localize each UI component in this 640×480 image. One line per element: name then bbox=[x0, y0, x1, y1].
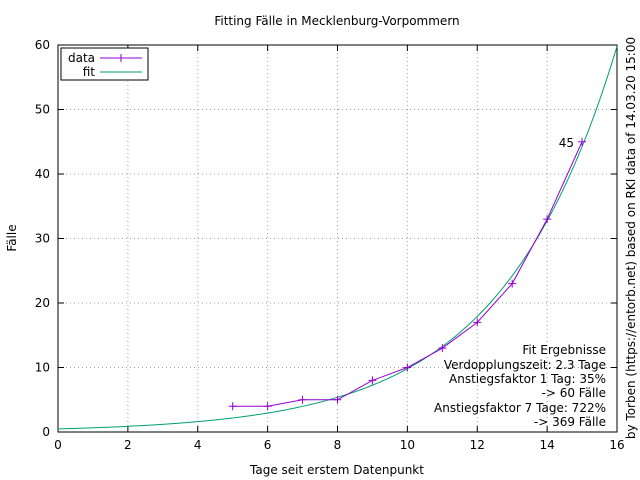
data-point bbox=[508, 279, 517, 288]
x-tick-label: 10 bbox=[400, 438, 415, 452]
data-point bbox=[438, 344, 447, 353]
data-point bbox=[578, 137, 587, 146]
x-axis-label: Tage seit erstem Datenpunkt bbox=[249, 463, 424, 477]
data-point bbox=[333, 395, 342, 404]
fit-results: Fit Ergebnisse Verdopplungszeit: 2.3 Tag… bbox=[434, 343, 606, 429]
fit-results-line: Anstiegsfaktor 1 Tag: 35% bbox=[449, 372, 606, 386]
x-tick-label: 4 bbox=[194, 438, 202, 452]
legend-label-data: data bbox=[68, 51, 95, 65]
y-tick-label: 50 bbox=[35, 103, 50, 117]
series-layer bbox=[57, 46, 618, 430]
fit-results-line: Fit Ergebnisse bbox=[522, 343, 606, 357]
data-point bbox=[263, 402, 272, 411]
data-point bbox=[473, 318, 482, 327]
legend-label-fit: fit bbox=[83, 65, 96, 79]
axis-ticks: 0 2 4 6 8 10 12 14 16 0 10 20 30 40 50 60 bbox=[35, 38, 625, 452]
y-tick-label: 10 bbox=[35, 361, 50, 375]
x-tick-label: 8 bbox=[334, 438, 342, 452]
grid bbox=[58, 45, 617, 432]
last-point-label: 45 bbox=[559, 136, 574, 150]
data-point bbox=[368, 376, 377, 385]
credit-text: by Torben (https://entorb.net) based on … bbox=[624, 37, 638, 439]
data-point bbox=[298, 395, 307, 404]
fit-results-line: Anstiegsfaktor 7 Tage: 722% bbox=[434, 401, 606, 415]
y-tick-label: 30 bbox=[35, 232, 50, 246]
x-tick-label: 2 bbox=[124, 438, 132, 452]
data-point bbox=[543, 215, 552, 224]
chart-title: Fitting Fälle in Mecklenburg-Vorpommern bbox=[214, 14, 459, 28]
data-point bbox=[403, 363, 412, 372]
x-tick-label: 6 bbox=[264, 438, 272, 452]
data-point bbox=[228, 402, 237, 411]
y-tick-label: 20 bbox=[35, 296, 50, 310]
fit-results-line: -> 60 Fälle bbox=[542, 386, 607, 400]
y-tick-label: 0 bbox=[42, 425, 50, 439]
x-tick-label: 16 bbox=[609, 438, 624, 452]
y-axis-label: Fälle bbox=[5, 224, 19, 251]
fit-results-line: Verdopplungszeit: 2.3 Tage bbox=[444, 358, 606, 372]
x-tick-label: 14 bbox=[539, 438, 554, 452]
fit-results-line: -> 369 Fälle bbox=[534, 415, 606, 429]
y-tick-label: 60 bbox=[35, 38, 50, 52]
x-tick-label: 12 bbox=[470, 438, 485, 452]
legend-box bbox=[60, 47, 149, 81]
y-tick-label: 40 bbox=[35, 167, 50, 181]
x-tick-label: 0 bbox=[54, 438, 62, 452]
legend-marker-data bbox=[117, 54, 125, 62]
legend: data fit bbox=[60, 47, 149, 81]
